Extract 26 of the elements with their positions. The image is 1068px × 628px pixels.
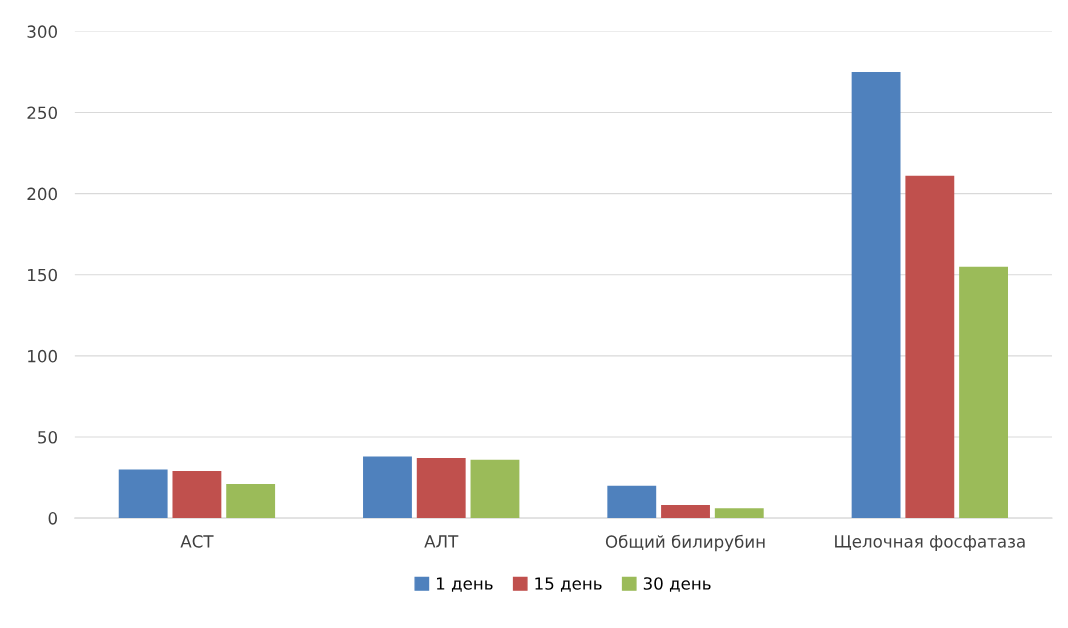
bar xyxy=(905,175,955,519)
y-tick-label: 0 xyxy=(48,512,57,525)
legend-label: 15 день xyxy=(535,577,602,592)
y-tick-label: 100 xyxy=(28,349,57,363)
bar xyxy=(714,508,764,519)
bar xyxy=(607,485,657,519)
bar xyxy=(416,458,466,519)
y-tick-label: 200 xyxy=(27,187,57,201)
bar xyxy=(363,456,412,519)
x-tick-label: Щелочная фосфатаза xyxy=(835,535,1025,551)
x-tick-label: АЛТ xyxy=(424,535,459,548)
y-tick-label: 50 xyxy=(38,430,57,444)
y-tick-label: 150 xyxy=(28,268,57,282)
bar xyxy=(851,71,901,519)
legend-label: 1 день xyxy=(437,577,493,592)
bar xyxy=(172,471,222,519)
legend-label: 30 день xyxy=(643,577,711,592)
x-tick-label: Общий билирубин xyxy=(605,534,765,552)
y-tick-label: 250 xyxy=(27,106,57,120)
bar xyxy=(470,459,520,519)
bar xyxy=(118,469,168,519)
y-tick-label: 300 xyxy=(27,25,57,38)
bar xyxy=(661,505,710,519)
bar xyxy=(959,266,1009,519)
bar xyxy=(226,484,276,519)
x-tick-label: АСТ xyxy=(180,535,214,548)
